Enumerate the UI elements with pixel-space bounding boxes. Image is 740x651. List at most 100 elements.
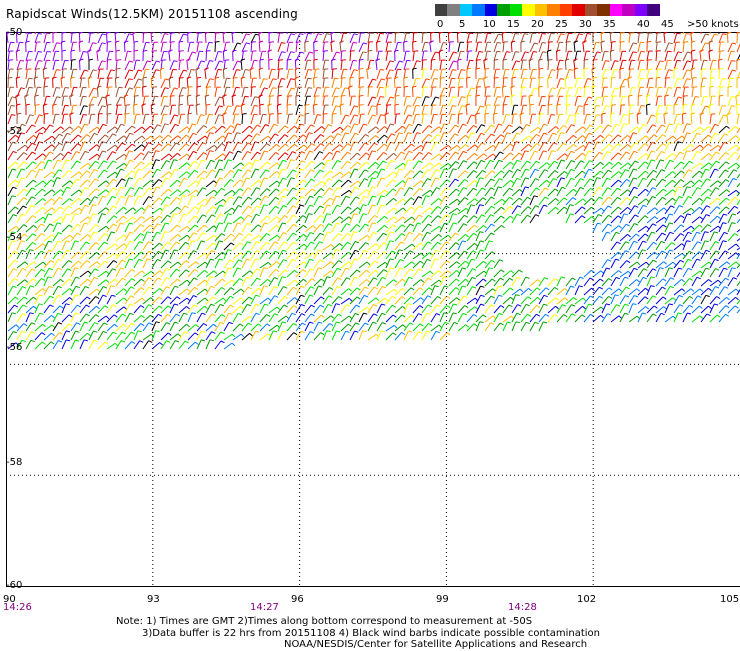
wind-barb-feather [281,79,285,80]
wind-barb-feather [267,216,270,218]
wind-barb [332,180,339,187]
wind-barb-feather [457,199,460,202]
wind-barb [233,151,238,160]
wind-barb-feather [178,136,181,139]
wind-barb-feather [671,206,675,208]
wind-barb-feather [167,215,171,217]
wind-barb-feather [383,233,387,235]
wind-barb-feather [129,178,133,179]
wind-barb [368,87,369,97]
wind-barb-feather [266,242,270,244]
wind-barb-feather [203,215,207,217]
wind-barb [611,259,616,268]
wind-barb-feather [510,297,513,299]
wind-barb [620,251,625,259]
wind-barb-feather [645,162,648,164]
wind-barb [521,78,524,88]
wind-barb [278,135,285,142]
wind-barb-feather [129,151,133,152]
wind-barb-feather [312,279,315,281]
wind-barb [719,32,720,34]
wind-barb [350,225,357,232]
wind-barb [161,161,167,169]
wind-barb [350,197,356,205]
wind-barb-feather [597,178,601,179]
wind-barb-feather [617,188,621,190]
wind-barb [367,69,368,79]
wind-barb [404,96,407,106]
wind-barb [512,270,519,277]
wind-barb-feather [241,104,245,105]
wind-barb [224,78,227,88]
wind-barb-feather [347,233,351,235]
wind-barb-feather [193,296,197,298]
wind-barb [269,152,276,160]
wind-barb [602,144,609,151]
wind-barb [278,196,283,205]
wind-barb [503,115,506,125]
wind-barb-feather [628,234,631,237]
wind-barb [295,78,296,88]
wind-barb-feather [535,151,539,152]
wind-barb [566,214,570,223]
wind-barb [575,179,580,187]
wind-barb-feather [700,127,703,130]
wind-barb-feather [476,68,480,69]
wind-barb [8,87,10,97]
wind-barb [386,232,390,241]
wind-barb [305,125,311,133]
wind-barb [359,270,366,277]
wind-barb [457,33,458,43]
wind-barb-feather [411,171,414,173]
wind-barb [413,181,421,187]
wind-barb-feather [219,61,223,62]
wind-barb [80,223,85,232]
wind-barb [89,170,94,179]
wind-barb [584,161,589,169]
wind-barb [34,78,35,88]
wind-barb-feather [673,262,676,265]
wind-barb-feather [705,241,709,242]
wind-barb-feather [193,151,197,153]
wind-barb-feather [245,70,249,71]
wind-barb [368,251,374,259]
wind-barb [575,298,583,304]
wind-barb-feather [114,216,117,218]
wind-barb-feather [525,187,529,188]
wind-barb-feather [113,206,117,208]
wind-barb-feather [356,197,360,199]
wind-barb [251,51,253,61]
wind-barb [269,124,274,133]
wind-barb [683,170,689,178]
wind-barb [215,126,222,133]
wind-barb-feather [282,277,286,278]
wind-barb [215,61,219,70]
wind-barb [503,133,507,142]
wind-barb [161,250,165,259]
wind-barb-feather [584,104,588,105]
wind-barb-feather [240,243,243,245]
colorbar-swatch [547,4,560,16]
wind-barb [287,34,291,43]
wind-barb [629,43,633,52]
wind-barb [251,188,256,196]
wind-barb-feather [311,170,315,172]
wind-barb [638,42,640,52]
wind-barb-feather [218,52,222,53]
wind-barb-feather [327,205,331,206]
colorbar-label-40: 40 [637,19,650,30]
wind-barb [413,188,420,196]
wind-barb [512,105,514,115]
wind-barb-feather [447,153,450,155]
wind-barb [422,87,424,97]
wind-barb-feather [736,297,739,300]
wind-barb [656,61,660,70]
wind-barb-feather [483,279,486,281]
wind-barb [89,225,96,232]
wind-barb-feather [206,104,210,105]
wind-barb [197,215,203,223]
wind-barb [521,277,526,286]
wind-barb-feather [57,70,61,71]
wind-barb [413,269,419,277]
wind-barb [593,135,600,142]
